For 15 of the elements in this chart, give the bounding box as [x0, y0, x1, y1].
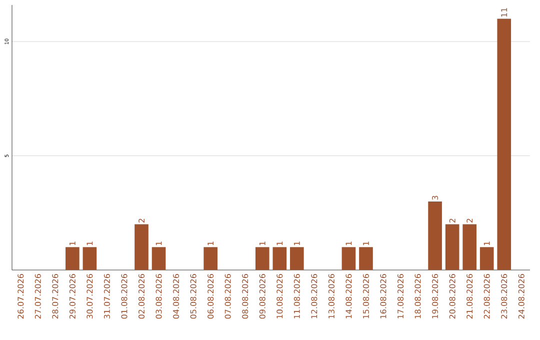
bar	[272, 247, 287, 270]
bar	[134, 224, 148, 270]
bar	[445, 224, 460, 270]
bar	[480, 247, 494, 270]
bar	[290, 247, 304, 270]
bar	[82, 247, 97, 270]
bar	[204, 247, 218, 270]
bar	[428, 201, 442, 270]
bar	[255, 247, 270, 270]
bar	[342, 247, 356, 270]
bar	[66, 247, 80, 270]
bar	[462, 224, 476, 270]
bar	[359, 247, 373, 270]
bar	[497, 18, 512, 270]
bar	[152, 247, 166, 270]
